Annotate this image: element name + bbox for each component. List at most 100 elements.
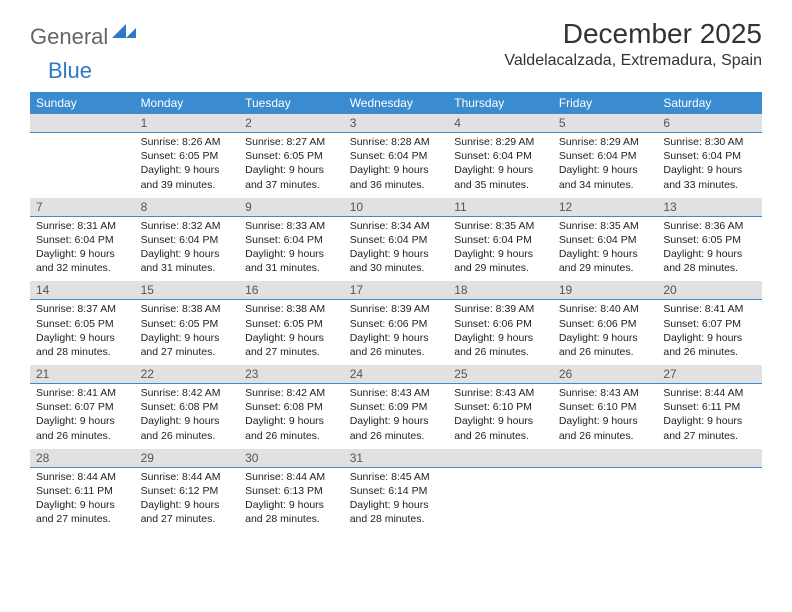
daynum-row: 123456 — [30, 114, 762, 133]
day-d1: Daylight: 9 hours — [141, 247, 234, 261]
day-number: 13 — [657, 198, 762, 217]
day-d1: Daylight: 9 hours — [454, 247, 547, 261]
title-block: December 2025 Valdelacalzada, Extremadur… — [504, 18, 762, 70]
day-cell — [30, 133, 135, 198]
day-cell: Sunrise: 8:33 AMSunset: 6:04 PMDaylight:… — [239, 216, 344, 281]
day-number: 5 — [553, 114, 658, 133]
day-d2: and 29 minutes. — [559, 261, 652, 275]
day-number: 26 — [553, 365, 658, 384]
day-number — [30, 114, 135, 133]
daynum-row: 78910111213 — [30, 198, 762, 217]
day-d1: Daylight: 9 hours — [245, 331, 338, 345]
day-sr: Sunrise: 8:31 AM — [36, 219, 129, 233]
day-cell: Sunrise: 8:35 AMSunset: 6:04 PMDaylight:… — [448, 216, 553, 281]
day-ss: Sunset: 6:04 PM — [454, 149, 547, 163]
day-d1: Daylight: 9 hours — [663, 163, 756, 177]
day-ss: Sunset: 6:06 PM — [454, 317, 547, 331]
logo-text-blue: Blue — [48, 58, 92, 84]
day-number: 10 — [344, 198, 449, 217]
day-number: 24 — [344, 365, 449, 384]
day-ss: Sunset: 6:07 PM — [663, 317, 756, 331]
day-sr: Sunrise: 8:30 AM — [663, 135, 756, 149]
day-ss: Sunset: 6:05 PM — [141, 149, 234, 163]
day-d2: and 26 minutes. — [454, 345, 547, 359]
day-d2: and 26 minutes. — [245, 429, 338, 443]
day-ss: Sunset: 6:09 PM — [350, 400, 443, 414]
day-sr: Sunrise: 8:32 AM — [141, 219, 234, 233]
day-ss: Sunset: 6:10 PM — [559, 400, 652, 414]
day-sr: Sunrise: 8:35 AM — [454, 219, 547, 233]
day-cell: Sunrise: 8:38 AMSunset: 6:05 PMDaylight:… — [239, 300, 344, 365]
day-cell: Sunrise: 8:38 AMSunset: 6:05 PMDaylight:… — [135, 300, 240, 365]
day-ss: Sunset: 6:04 PM — [454, 233, 547, 247]
weekday-sun: Sunday — [30, 92, 135, 114]
day-ss: Sunset: 6:13 PM — [245, 484, 338, 498]
weekday-thu: Thursday — [448, 92, 553, 114]
weekday-wed: Wednesday — [344, 92, 449, 114]
day-sr: Sunrise: 8:39 AM — [350, 302, 443, 316]
day-d2: and 26 minutes. — [350, 429, 443, 443]
day-d1: Daylight: 9 hours — [350, 498, 443, 512]
day-d1: Daylight: 9 hours — [245, 498, 338, 512]
month-title: December 2025 — [504, 18, 762, 50]
day-number: 11 — [448, 198, 553, 217]
day-d1: Daylight: 9 hours — [350, 163, 443, 177]
day-d2: and 26 minutes. — [559, 345, 652, 359]
day-d1: Daylight: 9 hours — [141, 163, 234, 177]
day-sr: Sunrise: 8:44 AM — [663, 386, 756, 400]
day-cell: Sunrise: 8:44 AMSunset: 6:11 PMDaylight:… — [30, 467, 135, 532]
day-cell: Sunrise: 8:43 AMSunset: 6:10 PMDaylight:… — [553, 384, 658, 449]
day-d2: and 33 minutes. — [663, 178, 756, 192]
day-cell: Sunrise: 8:26 AMSunset: 6:05 PMDaylight:… — [135, 133, 240, 198]
day-cell: Sunrise: 8:39 AMSunset: 6:06 PMDaylight:… — [344, 300, 449, 365]
day-cell — [448, 467, 553, 532]
day-sr: Sunrise: 8:42 AM — [245, 386, 338, 400]
day-d2: and 28 minutes. — [350, 512, 443, 526]
day-cell: Sunrise: 8:36 AMSunset: 6:05 PMDaylight:… — [657, 216, 762, 281]
weekday-mon: Monday — [135, 92, 240, 114]
day-number: 31 — [344, 449, 449, 468]
day-d1: Daylight: 9 hours — [559, 247, 652, 261]
day-number: 1 — [135, 114, 240, 133]
day-number: 22 — [135, 365, 240, 384]
day-d1: Daylight: 9 hours — [141, 498, 234, 512]
day-d1: Daylight: 9 hours — [663, 331, 756, 345]
day-d1: Daylight: 9 hours — [454, 163, 547, 177]
day-ss: Sunset: 6:04 PM — [245, 233, 338, 247]
day-cell: Sunrise: 8:40 AMSunset: 6:06 PMDaylight:… — [553, 300, 658, 365]
day-d2: and 27 minutes. — [36, 512, 129, 526]
day-sr: Sunrise: 8:41 AM — [36, 386, 129, 400]
weekday-tue: Tuesday — [239, 92, 344, 114]
day-d1: Daylight: 9 hours — [36, 247, 129, 261]
day-d2: and 32 minutes. — [36, 261, 129, 275]
day-d1: Daylight: 9 hours — [141, 414, 234, 428]
day-ss: Sunset: 6:04 PM — [350, 233, 443, 247]
day-data-row: Sunrise: 8:37 AMSunset: 6:05 PMDaylight:… — [30, 300, 762, 365]
day-cell: Sunrise: 8:43 AMSunset: 6:10 PMDaylight:… — [448, 384, 553, 449]
day-ss: Sunset: 6:04 PM — [559, 233, 652, 247]
day-d1: Daylight: 9 hours — [36, 498, 129, 512]
day-cell: Sunrise: 8:29 AMSunset: 6:04 PMDaylight:… — [553, 133, 658, 198]
day-d2: and 28 minutes. — [245, 512, 338, 526]
day-ss: Sunset: 6:12 PM — [141, 484, 234, 498]
day-number: 7 — [30, 198, 135, 217]
day-d1: Daylight: 9 hours — [245, 247, 338, 261]
day-ss: Sunset: 6:10 PM — [454, 400, 547, 414]
daynum-row: 28293031 — [30, 449, 762, 468]
day-cell: Sunrise: 8:29 AMSunset: 6:04 PMDaylight:… — [448, 133, 553, 198]
day-sr: Sunrise: 8:29 AM — [559, 135, 652, 149]
day-ss: Sunset: 6:06 PM — [350, 317, 443, 331]
day-cell: Sunrise: 8:32 AMSunset: 6:04 PMDaylight:… — [135, 216, 240, 281]
day-number: 2 — [239, 114, 344, 133]
day-number: 4 — [448, 114, 553, 133]
day-number — [448, 449, 553, 468]
day-d1: Daylight: 9 hours — [559, 163, 652, 177]
day-d2: and 39 minutes. — [141, 178, 234, 192]
day-cell: Sunrise: 8:27 AMSunset: 6:05 PMDaylight:… — [239, 133, 344, 198]
day-sr: Sunrise: 8:35 AM — [559, 219, 652, 233]
day-ss: Sunset: 6:11 PM — [36, 484, 129, 498]
day-d1: Daylight: 9 hours — [663, 414, 756, 428]
logo: General — [30, 24, 138, 50]
logo-text-general: General — [30, 24, 108, 50]
day-ss: Sunset: 6:05 PM — [141, 317, 234, 331]
